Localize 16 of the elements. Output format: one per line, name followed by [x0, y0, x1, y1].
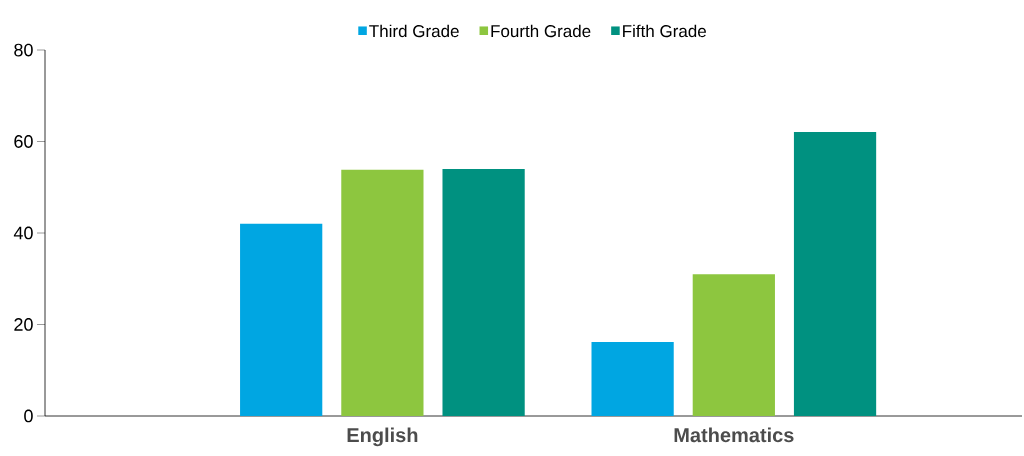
y-tick-label: 80	[14, 43, 33, 57]
y-tick-label: 40	[13, 226, 33, 240]
bar	[442, 168, 525, 416]
y-tick-label: 20	[14, 318, 33, 331]
legend-label: Fourth Grade	[491, 24, 591, 38]
x-tick-label: Mathematics	[674, 427, 794, 443]
bar	[591, 341, 674, 416]
legend-label: Third Grade	[369, 24, 459, 38]
bar	[793, 131, 877, 416]
bar	[240, 223, 323, 416]
x-tick-label: English	[347, 427, 418, 447]
y-tick-label: 60	[14, 135, 33, 148]
legend-label: Fifth Grade	[623, 24, 706, 38]
bar	[692, 274, 775, 416]
y-tick-label: 0	[24, 409, 33, 423]
bar	[341, 169, 424, 416]
